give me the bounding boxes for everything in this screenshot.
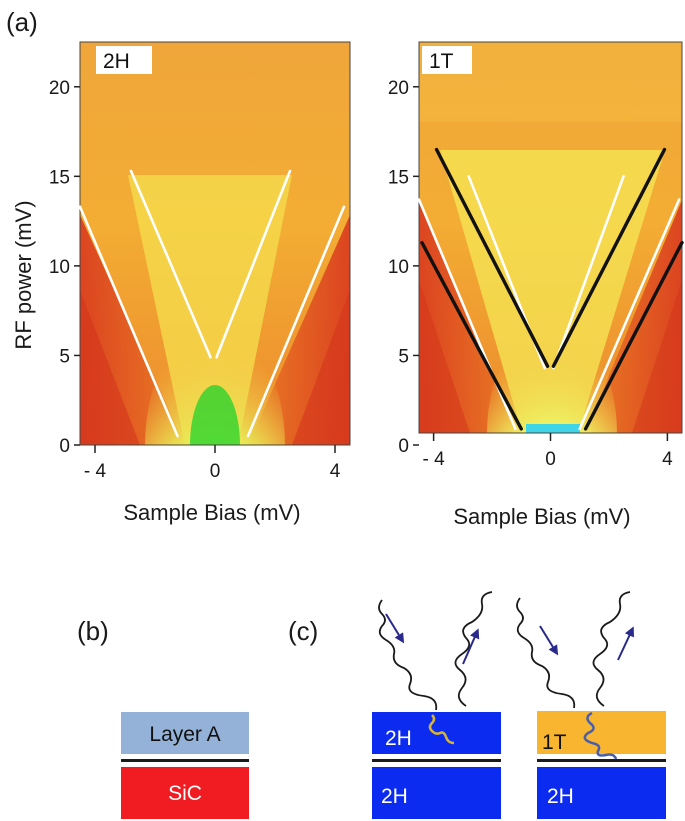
y-tick-label-1t-10: 10: [388, 257, 409, 278]
heatmap-2h-title: 2H: [103, 50, 130, 73]
interface-line-c-right: [537, 759, 666, 762]
heatmap-1t-title: 1T: [429, 50, 454, 73]
phonon-wiggle-1t: [583, 711, 618, 760]
emitted-photon-wave-right: [592, 591, 631, 707]
y-tick-label-2h-0: 0: [59, 436, 70, 457]
sic-label: SiC: [168, 782, 202, 805]
panel-label-b: (b): [77, 616, 109, 646]
y-axis-label: RF power (mV): [11, 200, 36, 349]
x-axis-label-2h: Sample Bias (mV): [123, 500, 300, 525]
guide-line-1t-7: [551, 147, 667, 368]
y-axis-1t: 0 5 10 15 20: [388, 78, 419, 457]
badge-2h-bg: [96, 46, 152, 74]
incident-photon-wave-right: [516, 597, 576, 709]
badge-1t-bg: [422, 46, 472, 74]
x-tick-label-1t-1: 0: [545, 449, 556, 470]
panel-b-stack: Layer A SiC: [121, 712, 249, 819]
x-tick-label-2h-1: 0: [210, 461, 221, 482]
guide-line-2h-2: [129, 169, 212, 359]
guide-line-2h-1: [246, 205, 346, 438]
phonon-wiggle-2h: [428, 714, 455, 745]
bottom-2h-block-right: [537, 767, 666, 819]
y-tick-label-1t-0: 0: [398, 436, 409, 457]
x-tick-label-2h-0: - 4: [84, 461, 107, 482]
bottom-2h-label-right: 2H: [547, 785, 574, 808]
interface-line-c-left: [372, 759, 501, 762]
guide-line-1t-1: [578, 198, 681, 431]
x-tick-label-1t-2: 4: [662, 449, 673, 470]
guide-line-1t-3: [552, 175, 625, 370]
y-tick-label-2h-10: 10: [49, 257, 70, 278]
y-tick-label-2h-20: 20: [49, 78, 70, 99]
guide-line-2h-0: [78, 205, 179, 438]
x-axis-2h: - 4 0 4: [84, 445, 341, 482]
layer-a-block: [121, 712, 249, 754]
layer-a-label: Layer A: [149, 723, 220, 746]
emitted-photon-wave-left: [454, 591, 493, 707]
y-tick-label-1t-20: 20: [388, 78, 409, 99]
x-tick-label-2h-2: 4: [330, 461, 341, 482]
guide-line-2h-3: [215, 169, 292, 359]
guide-line-1t-5: [583, 240, 684, 431]
panel-c-left-stack: 2H 2H: [372, 591, 501, 819]
heatmap-1t: 1T 0 5 10 15 20 - 4 0 4 Sample Bias (mV): [388, 41, 684, 529]
x-axis-label-1t: Sample Bias (mV): [453, 504, 630, 529]
incident-arrow-left: [385, 613, 405, 644]
panel-label-a: (a): [6, 7, 38, 37]
incident-arrow-right: [539, 625, 559, 656]
emitted-arrow-right: [617, 626, 634, 661]
heatmap-2h: 2H 0 5 10 15 20 - 4 0 4 Sample Bias (mV) RF po…: [11, 41, 351, 525]
top-1t-block: [537, 711, 666, 754]
y-tick-label-1t-15: 15: [388, 167, 409, 188]
top-1t-label: 1T: [542, 731, 567, 754]
y-tick-label-1t-5: 5: [398, 346, 409, 367]
panel-c-right-stack: 1T 2H: [516, 591, 666, 819]
x-axis-1t: - 4 0 4: [423, 433, 673, 470]
interface-line-b: [121, 759, 249, 762]
y-tick-label-2h-15: 15: [49, 167, 70, 188]
top-2h-label: 2H: [385, 727, 412, 750]
y-axis-2h: 0 5 10 15 20: [49, 78, 80, 457]
sic-block: [121, 767, 249, 819]
bottom-2h-block-left: [372, 767, 501, 819]
y-tick-label-2h-5: 5: [59, 346, 70, 367]
panel-label-c: (c): [288, 616, 318, 646]
incident-photon-wave-left: [378, 599, 438, 711]
emitted-arrow-left: [462, 628, 480, 665]
guide-line-1t-4: [420, 240, 523, 431]
bottom-2h-label-left: 2H: [381, 785, 408, 808]
x-tick-label-1t-0: - 4: [423, 449, 446, 470]
guide-line-1t-6: [434, 147, 550, 368]
